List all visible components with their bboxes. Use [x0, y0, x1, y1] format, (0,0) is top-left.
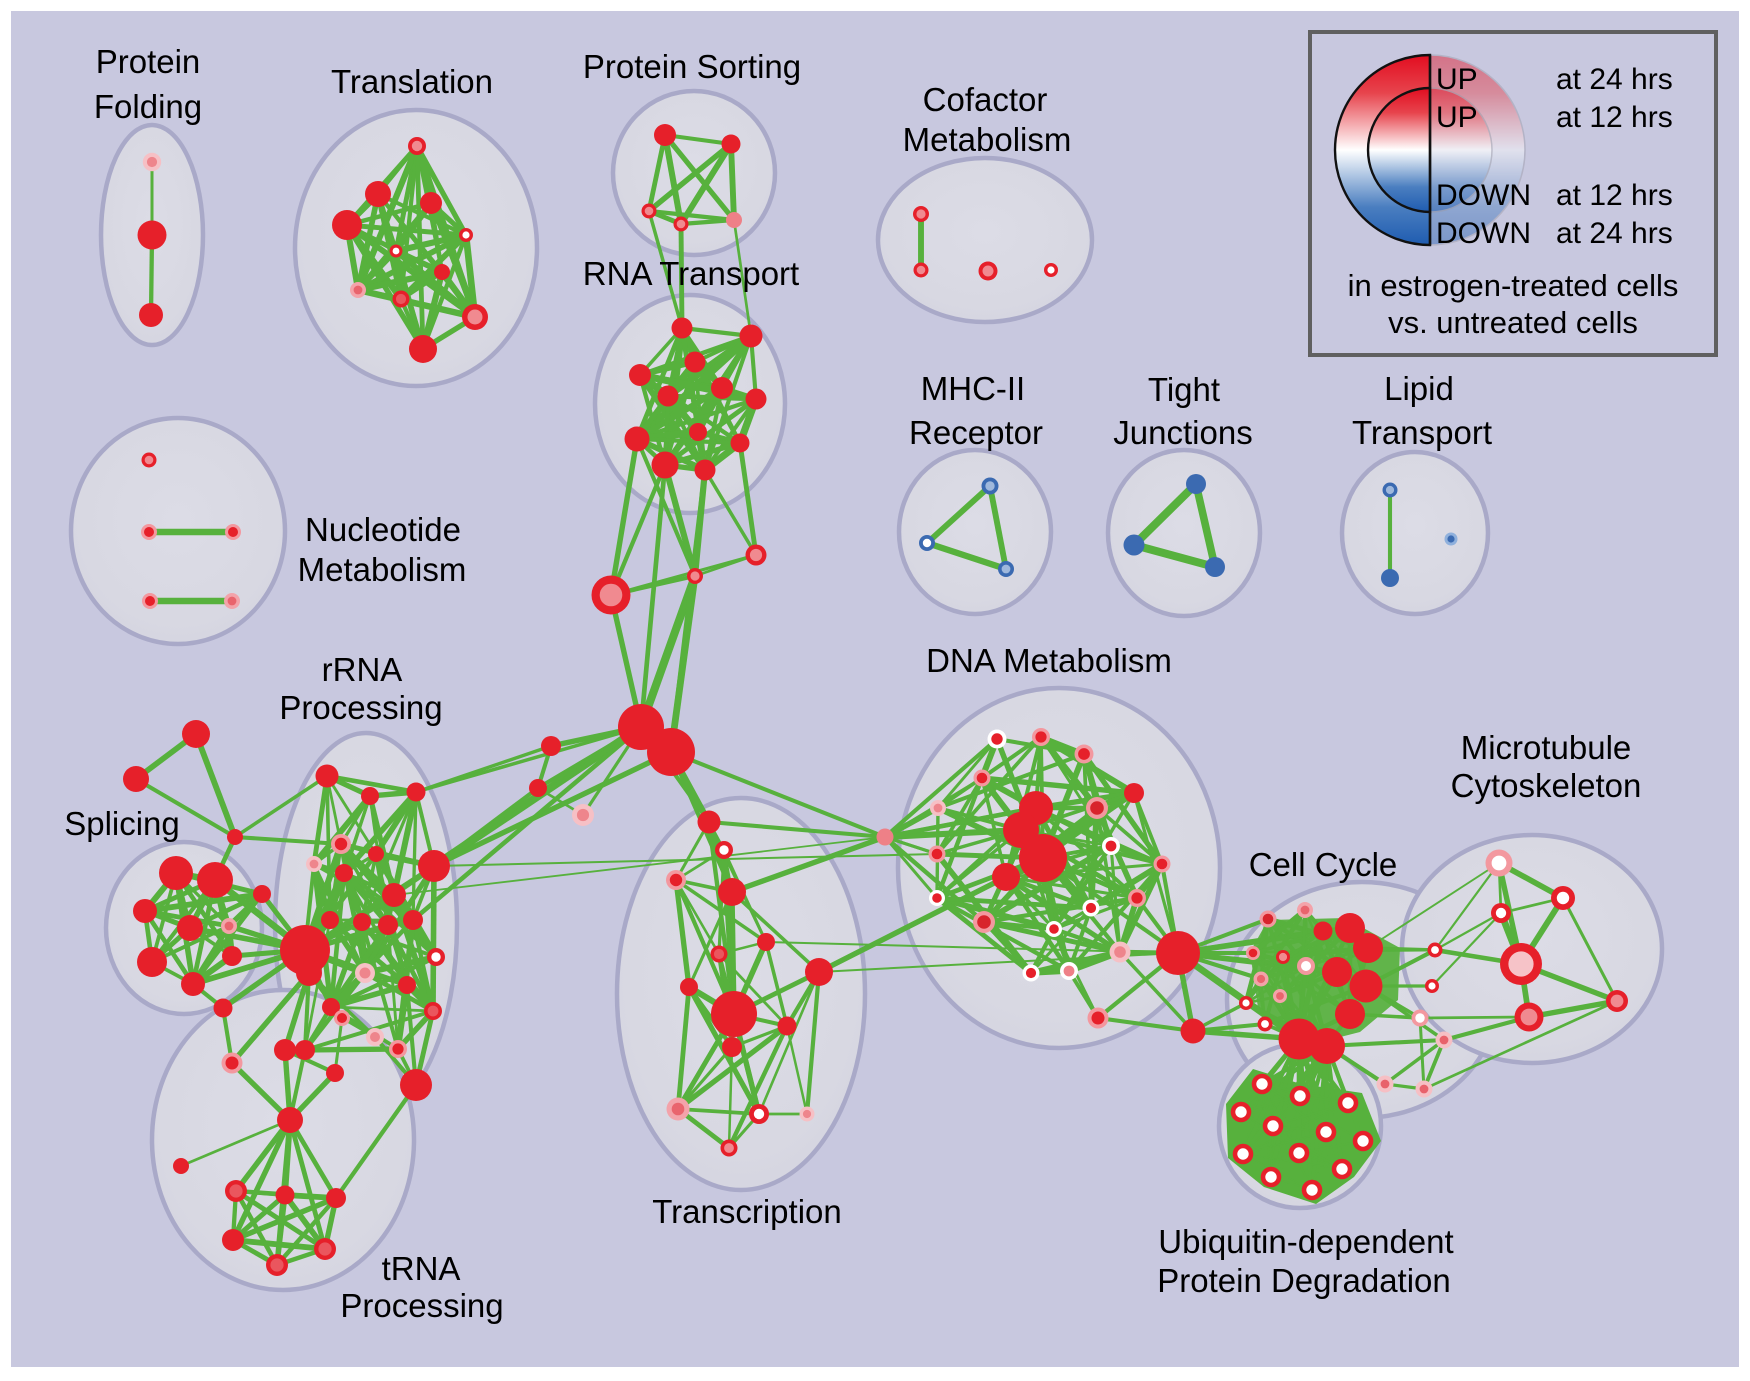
svg-text:Protein: Protein — [96, 43, 201, 80]
svg-text:RNA Transport: RNA Transport — [583, 255, 799, 292]
svg-text:Transcription: Transcription — [652, 1193, 842, 1230]
svg-text:Translation: Translation — [331, 63, 493, 100]
svg-text:Processing: Processing — [340, 1287, 503, 1324]
svg-text:Junctions: Junctions — [1113, 414, 1252, 451]
svg-text:Cell Cycle: Cell Cycle — [1249, 846, 1398, 883]
svg-text:Splicing: Splicing — [64, 805, 180, 842]
svg-text:Microtubule: Microtubule — [1461, 729, 1632, 766]
svg-text:Tight: Tight — [1148, 371, 1220, 408]
svg-text:DNA Metabolism: DNA Metabolism — [926, 642, 1172, 679]
svg-text:DOWN: DOWN — [1436, 217, 1531, 250]
svg-text:rRNA: rRNA — [322, 651, 403, 688]
svg-text:Receptor: Receptor — [909, 414, 1043, 451]
svg-text:in estrogen-treated cells: in estrogen-treated cells — [1348, 268, 1679, 303]
svg-text:Cytoskeleton: Cytoskeleton — [1451, 767, 1642, 804]
svg-text:Transport: Transport — [1352, 414, 1492, 451]
svg-text:UP: UP — [1436, 101, 1478, 134]
svg-text:at 24 hrs: at 24 hrs — [1556, 217, 1673, 250]
svg-text:Nucleotide: Nucleotide — [305, 511, 461, 548]
svg-text:Metabolism: Metabolism — [903, 121, 1072, 158]
svg-text:at 24 hrs: at 24 hrs — [1556, 63, 1673, 96]
svg-text:vs. untreated cells: vs. untreated cells — [1388, 305, 1638, 340]
svg-text:Folding: Folding — [94, 88, 202, 125]
svg-text:Processing: Processing — [279, 689, 442, 726]
svg-text:at 12 hrs: at 12 hrs — [1556, 101, 1673, 134]
svg-text:Ubiquitin-dependent: Ubiquitin-dependent — [1158, 1223, 1453, 1260]
svg-text:Lipid: Lipid — [1384, 370, 1454, 407]
svg-text:Cofactor: Cofactor — [923, 81, 1048, 118]
svg-text:Protein Degradation: Protein Degradation — [1157, 1262, 1451, 1299]
svg-text:tRNA: tRNA — [382, 1250, 461, 1287]
svg-text:Metabolism: Metabolism — [298, 551, 467, 588]
svg-text:Protein Sorting: Protein Sorting — [583, 48, 801, 85]
svg-text:MHC-II: MHC-II — [921, 370, 1025, 407]
svg-text:UP: UP — [1436, 63, 1478, 96]
svg-text:DOWN: DOWN — [1436, 179, 1531, 212]
svg-text:at 12 hrs: at 12 hrs — [1556, 179, 1673, 212]
